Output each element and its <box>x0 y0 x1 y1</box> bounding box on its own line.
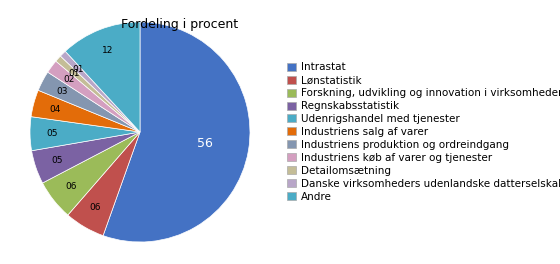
Wedge shape <box>38 72 140 132</box>
Text: 56: 56 <box>197 137 213 150</box>
Wedge shape <box>31 90 140 132</box>
Text: 05: 05 <box>46 129 58 138</box>
Text: 05: 05 <box>51 156 62 165</box>
Text: 04: 04 <box>49 105 60 114</box>
Wedge shape <box>43 132 140 215</box>
Text: 06: 06 <box>65 182 77 191</box>
Wedge shape <box>56 56 140 132</box>
Text: 01: 01 <box>69 69 80 78</box>
Wedge shape <box>66 22 140 132</box>
Legend: Intrastat, Lønstatistik, Forskning, udvikling og innovation i virksomheden, Regn: Intrastat, Lønstatistik, Forskning, udvi… <box>285 60 560 204</box>
Wedge shape <box>30 117 140 151</box>
Wedge shape <box>68 132 140 236</box>
Text: 03: 03 <box>57 87 68 96</box>
Wedge shape <box>60 51 140 132</box>
Wedge shape <box>48 61 140 132</box>
Text: Fordeling i procent: Fordeling i procent <box>120 18 238 31</box>
Wedge shape <box>103 22 250 242</box>
Wedge shape <box>31 132 140 183</box>
Text: 12: 12 <box>102 46 114 55</box>
Text: 02: 02 <box>64 75 75 84</box>
Text: 06: 06 <box>90 204 101 213</box>
Text: 01: 01 <box>72 65 84 74</box>
